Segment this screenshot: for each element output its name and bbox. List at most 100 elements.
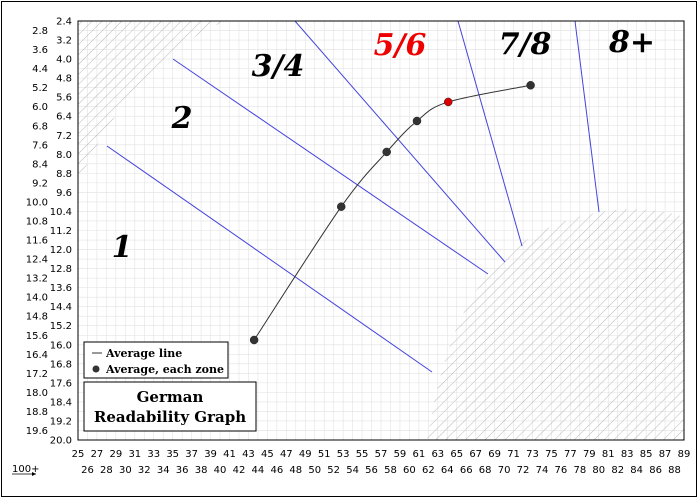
- y-tick-label: 7.6: [32, 140, 48, 151]
- x-tick-label: 76: [555, 465, 568, 476]
- x-tick-label: 45: [261, 449, 274, 460]
- x-tick-label: 30: [119, 465, 132, 476]
- y-tick-label: 7.2: [56, 131, 72, 142]
- x-tick-label: 32: [138, 465, 151, 476]
- x-tick-label: 64: [441, 465, 454, 476]
- y-tick-label: 13.6: [50, 283, 72, 294]
- x-tick-label: 78: [573, 465, 586, 476]
- x-tick-label: 73: [526, 449, 539, 460]
- legend-item-average-line: Average line: [105, 347, 182, 360]
- y-tick-label: 4.4: [32, 64, 48, 75]
- x-tick-label: 66: [460, 465, 473, 476]
- y-tick-label: 3.6: [32, 45, 48, 56]
- y-tick-label: 6.4: [56, 112, 72, 123]
- zone-average-point: [412, 116, 422, 126]
- zone-average-point: [336, 202, 346, 211]
- x-tick-label: 65: [450, 449, 463, 460]
- zone-boundaries: [106, 21, 600, 373]
- x-tick-label: 54: [346, 465, 359, 476]
- legend-point-swatch: [92, 365, 100, 373]
- y-tick-label: 14.4: [50, 302, 72, 313]
- boundary-line: [457, 21, 523, 247]
- x-tick-label: 70: [498, 465, 511, 476]
- x-tick-label: 75: [545, 449, 558, 460]
- zone-label: 7/8: [499, 27, 552, 62]
- x-tick-label: 68: [479, 465, 492, 476]
- y-tick-label: 20.0: [50, 436, 72, 447]
- x-tick-label: 38: [195, 465, 208, 476]
- x-axis-ticks: 25 27 29 31 33 35 37 39 41 43 45 47 49 51 53 55 57 59 61 63…: [72, 449, 691, 476]
- x-tick-label: 62: [422, 465, 435, 476]
- y-tick-label: 12.8: [50, 264, 72, 275]
- zone-average-point: [443, 97, 453, 107]
- x-tick-label: 25: [72, 449, 85, 460]
- y-tick-label: 8.8: [56, 169, 72, 180]
- legend-item-average-points: Average, each zone: [105, 363, 224, 376]
- y-tick-label: 5.6: [56, 93, 72, 104]
- x-axis-label-text: 100+: [12, 464, 39, 475]
- x-tick-label: 63: [431, 449, 444, 460]
- x-tick-label: 77: [564, 449, 577, 460]
- x-tick-label: 56: [365, 465, 378, 476]
- x-tick-label: 79: [583, 449, 596, 460]
- zone-label: 1: [112, 230, 133, 265]
- y-tick-label: 17.6: [50, 378, 72, 389]
- y-tick-label: 9.2: [32, 178, 48, 189]
- y-tick-label: 2.4: [56, 17, 72, 28]
- x-tick-label: 88: [668, 465, 681, 476]
- zone-average-point: [382, 147, 391, 157]
- x-tick-label: 50: [308, 465, 321, 476]
- x-tick-label: 40: [214, 465, 227, 476]
- x-tick-label: 82: [611, 465, 624, 476]
- y-tick-label: 19.6: [26, 426, 48, 437]
- y-tick-label: 16.0: [50, 340, 72, 351]
- boundary-line: [106, 145, 433, 373]
- y-tick-label: 10.4: [50, 207, 72, 218]
- y-tick-label: 5.2: [32, 83, 48, 94]
- x-tick-label: 84: [630, 465, 643, 476]
- x-tick-label: 42: [233, 465, 246, 476]
- average-line: [253, 84, 531, 341]
- hatch-region-bottom-right: [427, 209, 684, 440]
- y-tick-label: 12.0: [50, 245, 72, 256]
- y-tick-label: 19.2: [50, 416, 72, 427]
- x-axis-label: 100+: [12, 464, 39, 476]
- x-tick-label: 26: [81, 465, 94, 476]
- x-tick-label: 83: [621, 449, 634, 460]
- x-tick-label: 69: [488, 449, 501, 460]
- x-tick-label: 60: [403, 465, 416, 476]
- y-tick-label: 18.4: [50, 397, 72, 408]
- x-tick-label: 39: [204, 449, 217, 460]
- y-tick-label: 15.6: [26, 331, 48, 342]
- zone-average-point: [526, 81, 535, 90]
- average-points: [249, 81, 535, 345]
- zone-label: 8+: [608, 25, 655, 60]
- y-tick-label: 13.2: [26, 274, 48, 285]
- zone-label: 2: [171, 101, 193, 136]
- x-tick-label: 74: [536, 465, 549, 476]
- x-tick-label: 86: [649, 465, 662, 476]
- y-tick-label: 4.0: [56, 55, 72, 66]
- y-tick-label: 14.8: [26, 312, 48, 323]
- x-tick-label: 53: [337, 449, 350, 460]
- x-tick-label: 80: [592, 465, 605, 476]
- y-axis-ticks: 2.83.64.45.26.06.87.68.49.210.010.811.61…: [26, 17, 72, 447]
- x-tick-label: 36: [176, 465, 189, 476]
- x-tick-label: 57: [375, 449, 388, 460]
- x-tick-label: 28: [100, 465, 113, 476]
- x-tick-label: 58: [384, 465, 397, 476]
- x-tick-label: 87: [659, 449, 672, 460]
- x-tick-label: 59: [394, 449, 407, 460]
- x-tick-label: 89: [678, 449, 691, 460]
- x-tick-label: 61: [413, 449, 426, 460]
- x-tick-label: 85: [640, 449, 653, 460]
- boundary-line: [294, 21, 506, 263]
- x-tick-label: 44: [252, 465, 265, 476]
- y-tick-label: 9.6: [56, 188, 72, 199]
- y-tick-label: 18.8: [26, 407, 48, 418]
- chart-title-line-1: German: [137, 388, 204, 406]
- y-tick-label: 16.4: [26, 350, 48, 361]
- plot-area: [77, 20, 685, 441]
